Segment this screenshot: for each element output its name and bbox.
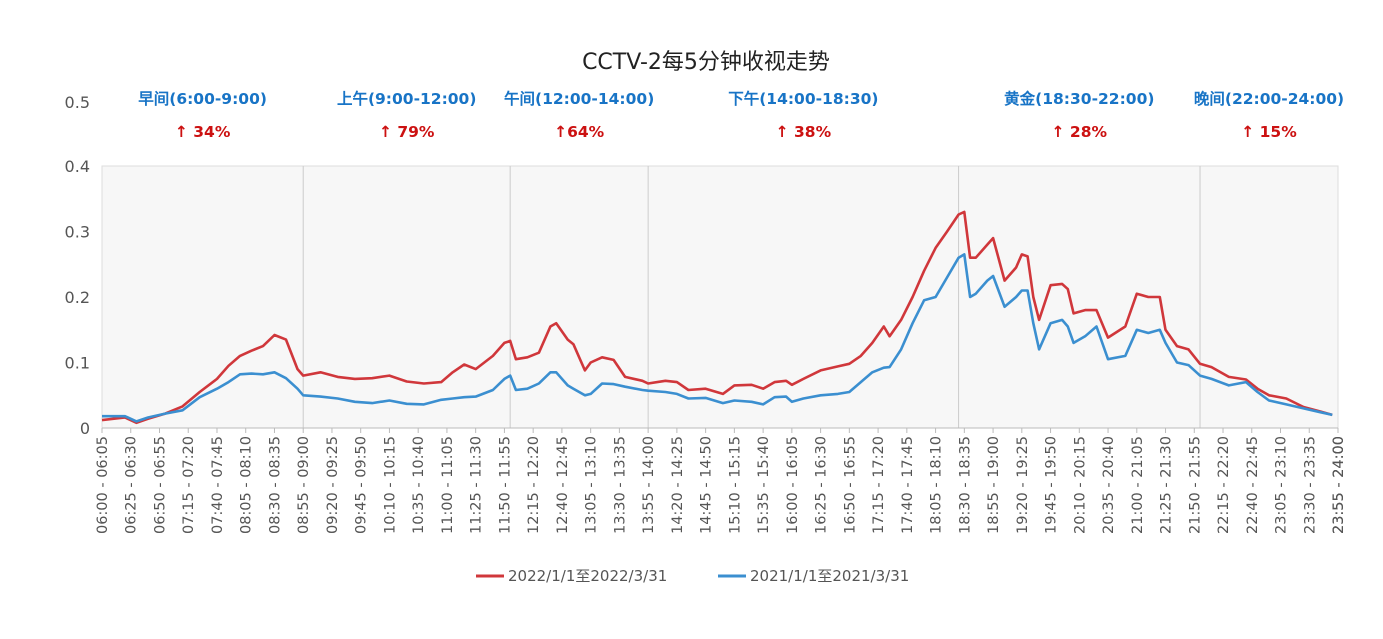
x-tick-label: 13:05 - 13:10 bbox=[584, 436, 600, 534]
segment-change: ↑ 28% bbox=[1052, 123, 1108, 141]
x-tick-label: 08:55 - 09:00 bbox=[296, 436, 312, 534]
x-tick-label: 22:15 - 22:20 bbox=[1216, 436, 1232, 534]
x-axis: 06:00 - 06:05 06:25 - 06:30 06:50 - 06:55 0… bbox=[95, 427, 1347, 534]
x-tick-label: 21:50 - 21:55 bbox=[1187, 436, 1203, 534]
x-tick-label: 20:10 - 20:15 bbox=[1072, 436, 1088, 534]
x-tick-label: 16:00 - 16:05 bbox=[785, 436, 801, 534]
plot-background bbox=[101, 165, 1339, 429]
x-tick-label: 10:10 - 10:15 bbox=[382, 436, 398, 534]
x-tick-label: 10:35 - 10:40 bbox=[411, 436, 427, 534]
segment-name: 下午(14:00-18:30) bbox=[728, 89, 878, 108]
legend: 2022/1/1至2022/3/31 2021/1/1至2021/3/31 bbox=[476, 567, 909, 585]
x-tick-label: 18:30 - 18:35 bbox=[957, 436, 973, 534]
x-tick-label: 23:55 - 24:00 bbox=[1331, 436, 1347, 534]
x-tick-label: 08:05 - 08:10 bbox=[239, 436, 255, 534]
segment-name: 上午(9:00-12:00) bbox=[337, 89, 477, 108]
x-tick-label: 12:40 - 12:45 bbox=[555, 436, 571, 534]
series-line-2022 bbox=[101, 210, 1333, 425]
x-tick-label: 22:40 - 22:45 bbox=[1245, 436, 1261, 534]
x-tick-label: 11:25 - 11:30 bbox=[469, 436, 485, 534]
segment-name: 午间(12:00-14:00) bbox=[504, 89, 654, 108]
x-tick-label: 09:20 - 09:25 bbox=[325, 436, 341, 534]
x-tick-label: 14:45 - 14:50 bbox=[699, 436, 715, 534]
x-tick-label: 12:15 - 12:20 bbox=[526, 436, 542, 534]
segment-name: 晚间(22:00-24:00) bbox=[1194, 89, 1344, 108]
x-tick-label: 23:30 - 23:35 bbox=[1302, 436, 1318, 534]
legend-label: 2021/1/1至2021/3/31 bbox=[750, 567, 909, 585]
y-axis: 0 0.1 0.2 0.3 0.4 0.5 bbox=[65, 93, 90, 438]
x-tick-label: 21:00 - 21:05 bbox=[1130, 436, 1146, 534]
x-tick-label: 07:40 - 07:45 bbox=[210, 436, 226, 534]
x-tick-label: 14:20 - 14:25 bbox=[670, 436, 686, 534]
x-tick-label: 11:50 - 11:55 bbox=[497, 436, 513, 534]
x-tick-label: 23:05 - 23:10 bbox=[1274, 436, 1290, 534]
x-tick-label: 16:50 - 16:55 bbox=[842, 436, 858, 534]
y-tick-label: 0.2 bbox=[65, 288, 90, 307]
y-tick-label: 0.4 bbox=[65, 157, 90, 176]
x-tick-label: 13:30 - 13:35 bbox=[612, 436, 628, 534]
x-tick-label: 06:25 - 06:30 bbox=[124, 436, 140, 534]
segment-name: 黄金(18:30-22:00) bbox=[1004, 89, 1154, 108]
segment-labels: 早间(6:00-9:00) ↑ 34% 上午(9:00-12:00) ↑ 79% 午间(… bbox=[138, 89, 1344, 141]
segment-change: ↑ 38% bbox=[776, 123, 832, 141]
segment-name: 早间(6:00-9:00) bbox=[138, 89, 267, 108]
series-line-2021 bbox=[102, 253, 1333, 423]
x-tick-label: 18:05 - 18:10 bbox=[929, 436, 945, 534]
x-tick-label: 15:10 - 15:15 bbox=[727, 436, 743, 534]
x-tick-label: 20:35 - 20:40 bbox=[1101, 436, 1117, 534]
x-tick-label: 23:55 - 24:00 bbox=[1331, 436, 1347, 534]
y-tick-label: 0.1 bbox=[65, 354, 90, 373]
segment-change: ↑ 34% bbox=[175, 123, 231, 141]
x-tick-label: 17:40 - 17:45 bbox=[900, 436, 916, 534]
x-tick-label: 07:15 - 07:20 bbox=[181, 436, 197, 534]
y-tick-label: 0.5 bbox=[65, 93, 90, 112]
x-tick-label: 19:45 - 19:50 bbox=[1044, 436, 1060, 534]
legend-label: 2022/1/1至2022/3/31 bbox=[508, 567, 667, 585]
chart-title: CCTV-2每5分钟收视走势 bbox=[582, 50, 830, 75]
segment-change: ↑ 79% bbox=[379, 123, 435, 141]
x-tick-label: 09:45 - 09:50 bbox=[354, 436, 370, 534]
x-tick-label: 18:55 - 19:00 bbox=[986, 436, 1002, 534]
x-tick-label: 13:55 - 14:00 bbox=[641, 436, 657, 534]
x-tick-label: 17:15 - 17:20 bbox=[871, 436, 887, 534]
y-tick-label: 0.3 bbox=[65, 223, 90, 242]
plot-area bbox=[101, 165, 1339, 429]
x-tick-label: 08:30 - 08:35 bbox=[267, 436, 283, 534]
x-tick-label: 16:25 - 16:30 bbox=[814, 436, 830, 534]
segment-dividers bbox=[302, 166, 1201, 428]
x-tick-label: 11:00 - 11:05 bbox=[440, 436, 456, 534]
series-lines bbox=[101, 210, 1333, 425]
segment-change: ↑64% bbox=[554, 123, 605, 141]
x-tick-label: 06:50 - 06:55 bbox=[152, 436, 168, 534]
x-tick-label: 21:25 - 21:30 bbox=[1159, 436, 1175, 534]
y-tick-label: 0 bbox=[80, 419, 90, 438]
segment-change: ↑ 15% bbox=[1241, 123, 1297, 141]
x-tick-label: 19:20 - 19:25 bbox=[1015, 436, 1031, 534]
x-tick-label: 15:35 - 15:40 bbox=[756, 436, 772, 534]
x-tick-label: 06:00 - 06:05 bbox=[95, 436, 111, 534]
